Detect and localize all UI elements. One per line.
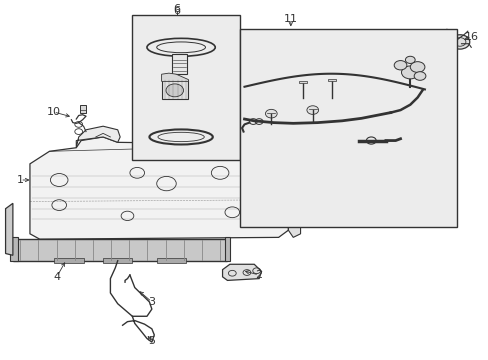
Bar <box>13 239 227 261</box>
Bar <box>328 79 335 81</box>
Circle shape <box>401 66 418 79</box>
Bar <box>54 258 83 263</box>
Bar <box>132 15 239 160</box>
Polygon shape <box>10 237 18 261</box>
Circle shape <box>196 135 224 155</box>
Polygon shape <box>161 73 188 81</box>
Text: 9: 9 <box>211 78 218 88</box>
Text: 16: 16 <box>464 32 478 41</box>
Circle shape <box>306 106 318 114</box>
Polygon shape <box>222 264 261 280</box>
Text: 1: 1 <box>17 175 23 185</box>
Text: 14: 14 <box>242 211 256 221</box>
Polygon shape <box>224 237 229 261</box>
Bar <box>299 81 306 83</box>
Circle shape <box>449 35 469 49</box>
Text: 13: 13 <box>306 200 320 210</box>
Text: 12: 12 <box>387 195 401 205</box>
Polygon shape <box>30 137 288 239</box>
Bar <box>239 30 456 226</box>
Text: 10: 10 <box>46 107 60 117</box>
Text: 3: 3 <box>148 297 155 307</box>
Text: 5: 5 <box>148 336 155 346</box>
Circle shape <box>409 62 424 72</box>
Text: 15: 15 <box>309 103 323 113</box>
Text: 6: 6 <box>173 6 181 16</box>
Circle shape <box>405 56 414 63</box>
Text: 6: 6 <box>173 4 181 14</box>
Bar <box>157 258 185 263</box>
Polygon shape <box>76 126 120 148</box>
Bar <box>103 258 132 263</box>
Bar <box>172 54 186 74</box>
Circle shape <box>393 60 406 70</box>
Text: 11: 11 <box>283 14 297 24</box>
Text: 7: 7 <box>202 143 209 153</box>
Text: 8: 8 <box>214 51 221 61</box>
Polygon shape <box>283 155 300 237</box>
Circle shape <box>413 72 425 80</box>
Circle shape <box>265 109 277 118</box>
Polygon shape <box>5 203 13 255</box>
Bar <box>161 80 188 99</box>
Text: 2: 2 <box>255 270 262 280</box>
Text: 4: 4 <box>53 272 60 282</box>
Bar <box>80 105 85 113</box>
Circle shape <box>165 84 183 97</box>
Polygon shape <box>190 139 229 151</box>
